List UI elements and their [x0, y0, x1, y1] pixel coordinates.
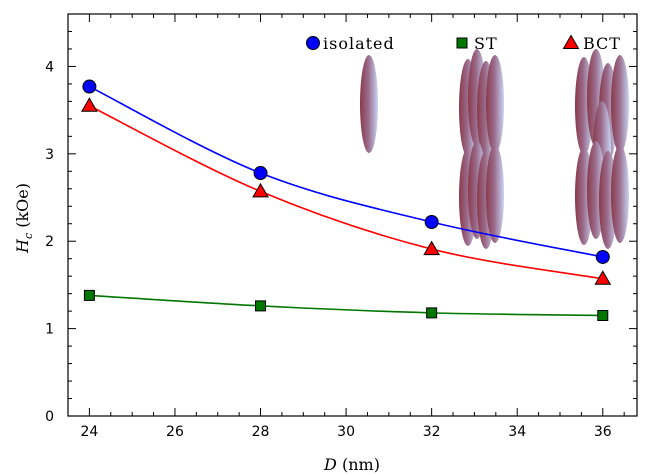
y-axis-label: Hc (kOe): [13, 183, 35, 254]
bct-cluster: [575, 49, 629, 249]
y-tick-label: 2: [45, 234, 54, 250]
ellipsoid-particle: [611, 55, 629, 153]
x-tick-label: 34: [508, 424, 526, 440]
series-layer: [81, 79, 612, 321]
plot-frame: [67, 13, 638, 417]
y-tick-label: 4: [45, 59, 54, 75]
data-point-st: [83, 289, 95, 301]
x-tick-label: 30: [337, 424, 355, 440]
series-st: [83, 289, 609, 321]
x-tick-label: 28: [252, 424, 270, 440]
data-point-st: [426, 307, 438, 319]
data-point-st: [255, 300, 267, 312]
series-bct: [81, 97, 612, 285]
data-point-bct: [252, 182, 269, 198]
data-point-bct: [81, 97, 98, 112]
y-tick-label: 1: [45, 322, 54, 338]
data-point-isolated: [424, 214, 439, 229]
legend-entry-isolated: isolated: [306, 34, 395, 53]
legend: isolated ST BCT: [306, 34, 621, 53]
legend-label-isolated: isolated: [323, 34, 395, 53]
data-point-isolated: [82, 79, 97, 94]
series-line-st: [89, 294, 603, 317]
x-tick-label: 32: [423, 424, 441, 440]
x-tick-label: 36: [594, 424, 612, 440]
x-tick-label: 24: [80, 424, 98, 440]
x-axis-label: D (nm): [323, 455, 380, 474]
legend-marker-st: [456, 37, 468, 49]
legend-marker-isolated: [306, 36, 320, 50]
series-line-isolated: [89, 85, 603, 258]
series-isolated: [82, 79, 610, 264]
ellipsoid-particle: [611, 145, 629, 243]
data-point-st: [597, 310, 609, 321]
axis-labels: Hc (kOe) D (nm): [13, 183, 380, 474]
ellipsoid-particle: [360, 55, 378, 153]
y-tick-label: 3: [45, 147, 54, 163]
data-point-isolated: [595, 249, 610, 264]
data-point-bct: [594, 270, 612, 285]
legend-entry-bct: BCT: [562, 34, 621, 53]
particle-illustrations: [360, 49, 629, 249]
legend-label-st: ST: [474, 34, 498, 53]
y-tick-label: 0: [45, 409, 54, 425]
ellipsoid-particle: [486, 55, 504, 153]
ellipsoid-particle: [486, 145, 504, 243]
data-point-isolated: [253, 166, 268, 181]
legend-label-bct: BCT: [583, 34, 621, 53]
x-tick-label: 26: [166, 424, 184, 440]
legend-marker-bct: [562, 34, 580, 49]
st-cluster: [459, 49, 504, 249]
series-line-bct: [89, 105, 603, 280]
legend-entry-st: ST: [456, 34, 498, 53]
isolated-particle: [360, 55, 378, 153]
data-point-bct: [423, 240, 441, 256]
